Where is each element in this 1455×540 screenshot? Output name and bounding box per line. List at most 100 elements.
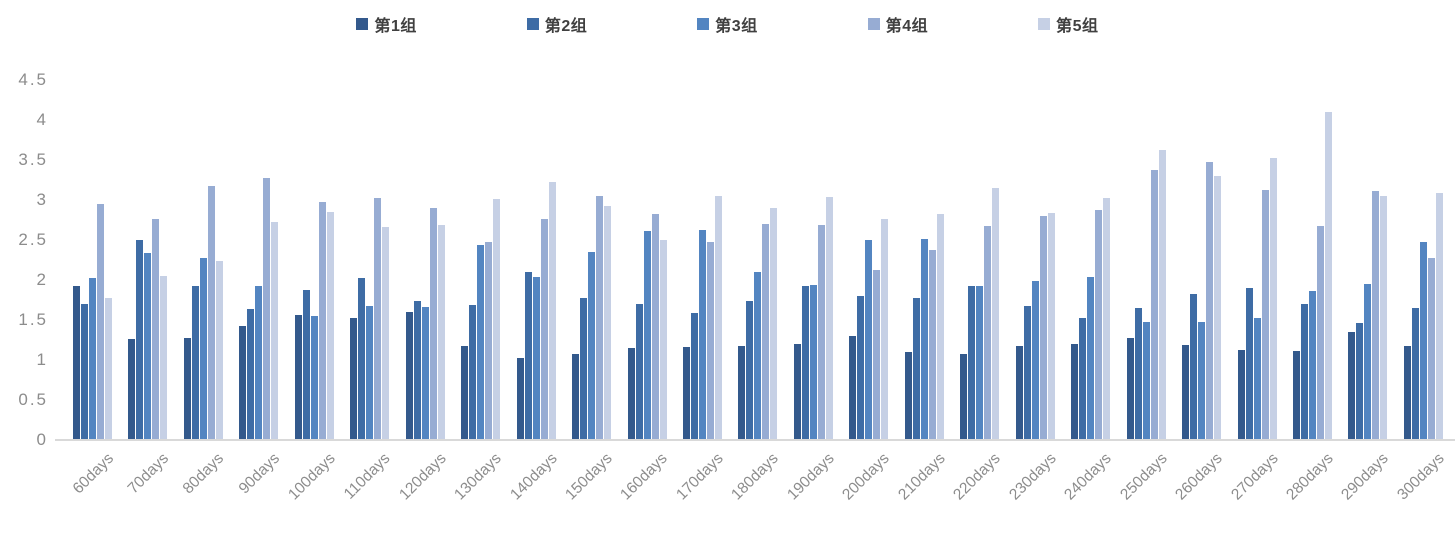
- bar-170days-第3组: [698, 230, 706, 440]
- x-axis-label: 140days: [506, 450, 561, 504]
- bar-230days-第5组: [1047, 213, 1055, 440]
- bar-group-100days: [294, 80, 334, 440]
- y-axis-tick-label: 3.5: [18, 150, 48, 169]
- bar-group-280days: [1292, 80, 1332, 440]
- x-axis-label: 300days: [1394, 450, 1448, 504]
- bar-160days-第2组: [635, 304, 643, 440]
- bar-80days-第1组: [183, 338, 191, 440]
- legend-item-2[interactable]: 第2组: [526, 12, 588, 36]
- bar-300days-第3组: [1419, 242, 1427, 440]
- bar-180days-第4组: [762, 224, 770, 440]
- bar-290days-第2组: [1356, 323, 1364, 440]
- legend-swatch-icon: [867, 18, 880, 30]
- legend-label: 第2组: [544, 18, 588, 35]
- bar-120days-第4组: [429, 208, 437, 440]
- bar-210days-第3组: [920, 239, 928, 440]
- bar-210days-第4组: [928, 250, 936, 440]
- bar-160days-第1组: [627, 348, 635, 440]
- bar-170days-第4组: [706, 242, 714, 440]
- bar-300days-第5组: [1435, 193, 1443, 440]
- bar-250days-第4组: [1150, 170, 1158, 440]
- bar-280days-第4组: [1316, 226, 1324, 440]
- bar-120days-第5组: [437, 225, 445, 440]
- bar-200days-第4组: [873, 270, 881, 440]
- legend-item-3[interactable]: 第3组: [697, 12, 757, 36]
- bar-240days-第4组: [1095, 210, 1103, 440]
- bar-260days-第2组: [1190, 294, 1198, 440]
- x-axis-label: 90days: [235, 450, 283, 498]
- legend-swatch-icon: [1038, 18, 1051, 30]
- bar-110days-第3组: [366, 306, 374, 440]
- x-axis-label: 110days: [341, 450, 394, 503]
- bar-100days-第3组: [310, 316, 318, 440]
- bar-120days-第2组: [413, 301, 421, 440]
- bar-190days-第2组: [801, 286, 809, 440]
- bar-170days-第5组: [714, 196, 722, 440]
- bar-group-80days: [183, 80, 223, 440]
- bar-240days-第3组: [1087, 277, 1095, 440]
- y-axis-tick-label: 1.5: [18, 310, 48, 329]
- bar-290days-第5组: [1380, 196, 1388, 440]
- bar-250days-第1组: [1126, 338, 1134, 440]
- legend-label: 第5组: [1056, 18, 1099, 35]
- bar-110days-第2组: [358, 278, 366, 440]
- bar-210days-第5组: [936, 214, 944, 440]
- bar-140days-第1组: [516, 358, 524, 440]
- bar-270days-第5组: [1269, 158, 1277, 440]
- x-axis-label: 270days: [1227, 450, 1282, 504]
- bar-280days-第5组: [1324, 112, 1332, 440]
- bar-200days-第3组: [865, 240, 873, 440]
- y-axis-tick-label: 3: [36, 190, 48, 209]
- legend-item-4[interactable]: 第4组: [867, 12, 929, 36]
- x-axis-label: 60days: [69, 450, 117, 498]
- x-axis-label: 160days: [617, 450, 672, 504]
- y-axis-tick-label: 1: [36, 350, 48, 369]
- bar-60days-第3组: [89, 278, 96, 440]
- bar-100days-第1组: [294, 315, 302, 440]
- y-axis-tick-label: 0: [36, 430, 48, 449]
- bar-130days-第5组: [493, 199, 501, 440]
- bar-110days-第5组: [382, 227, 390, 440]
- x-axis-line: [55, 439, 1455, 441]
- bar-210days-第2组: [912, 298, 920, 440]
- x-axis-label: 250days: [1116, 450, 1171, 504]
- bar-280days-第2组: [1300, 304, 1308, 440]
- bar-210days-第1组: [904, 352, 912, 440]
- x-axis-label: 180days: [728, 450, 783, 504]
- y-axis-tick-label: 2: [36, 270, 48, 289]
- bar-260days-第1组: [1182, 345, 1190, 440]
- bar-70days-第1组: [128, 339, 136, 440]
- legend-item-5[interactable]: 第5组: [1038, 12, 1098, 36]
- bar-60days-第4组: [97, 204, 104, 440]
- bar-70days-第4组: [152, 219, 160, 440]
- x-axis-label: 280days: [1283, 450, 1337, 504]
- bar-200days-第2组: [857, 296, 865, 440]
- bar-70days-第2组: [136, 240, 144, 440]
- legend-item-1[interactable]: 第1组: [356, 12, 416, 36]
- bar-80days-第2组: [191, 286, 199, 440]
- bar-200days-第1组: [849, 336, 857, 440]
- bar-240days-第2组: [1079, 318, 1087, 440]
- bar-150days-第1组: [572, 354, 580, 440]
- bar-170days-第2组: [690, 313, 698, 440]
- bar-140days-第3组: [532, 277, 540, 440]
- x-axis-label: 260days: [1172, 450, 1226, 504]
- bar-180days-第3组: [754, 272, 762, 440]
- bar-70days-第3组: [144, 253, 152, 440]
- bar-180days-第2组: [746, 301, 754, 440]
- bar-group-70days: [128, 80, 168, 440]
- plot-area: [73, 80, 1443, 440]
- y-axis-tick-label: 2.5: [18, 230, 48, 249]
- bar-80days-第4组: [207, 186, 215, 440]
- bar-260days-第3组: [1198, 322, 1206, 440]
- bar-220days-第5组: [992, 188, 1000, 440]
- bar-group-200days: [849, 80, 889, 440]
- x-axis-label: 240days: [1061, 450, 1115, 504]
- x-axis-label: 200days: [839, 450, 893, 504]
- bar-230days-第4组: [1039, 216, 1047, 440]
- legend-label: 第4组: [885, 18, 929, 35]
- bar-230days-第1组: [1015, 346, 1023, 440]
- bar-70days-第5组: [160, 276, 168, 440]
- bar-60days-第1组: [73, 286, 80, 440]
